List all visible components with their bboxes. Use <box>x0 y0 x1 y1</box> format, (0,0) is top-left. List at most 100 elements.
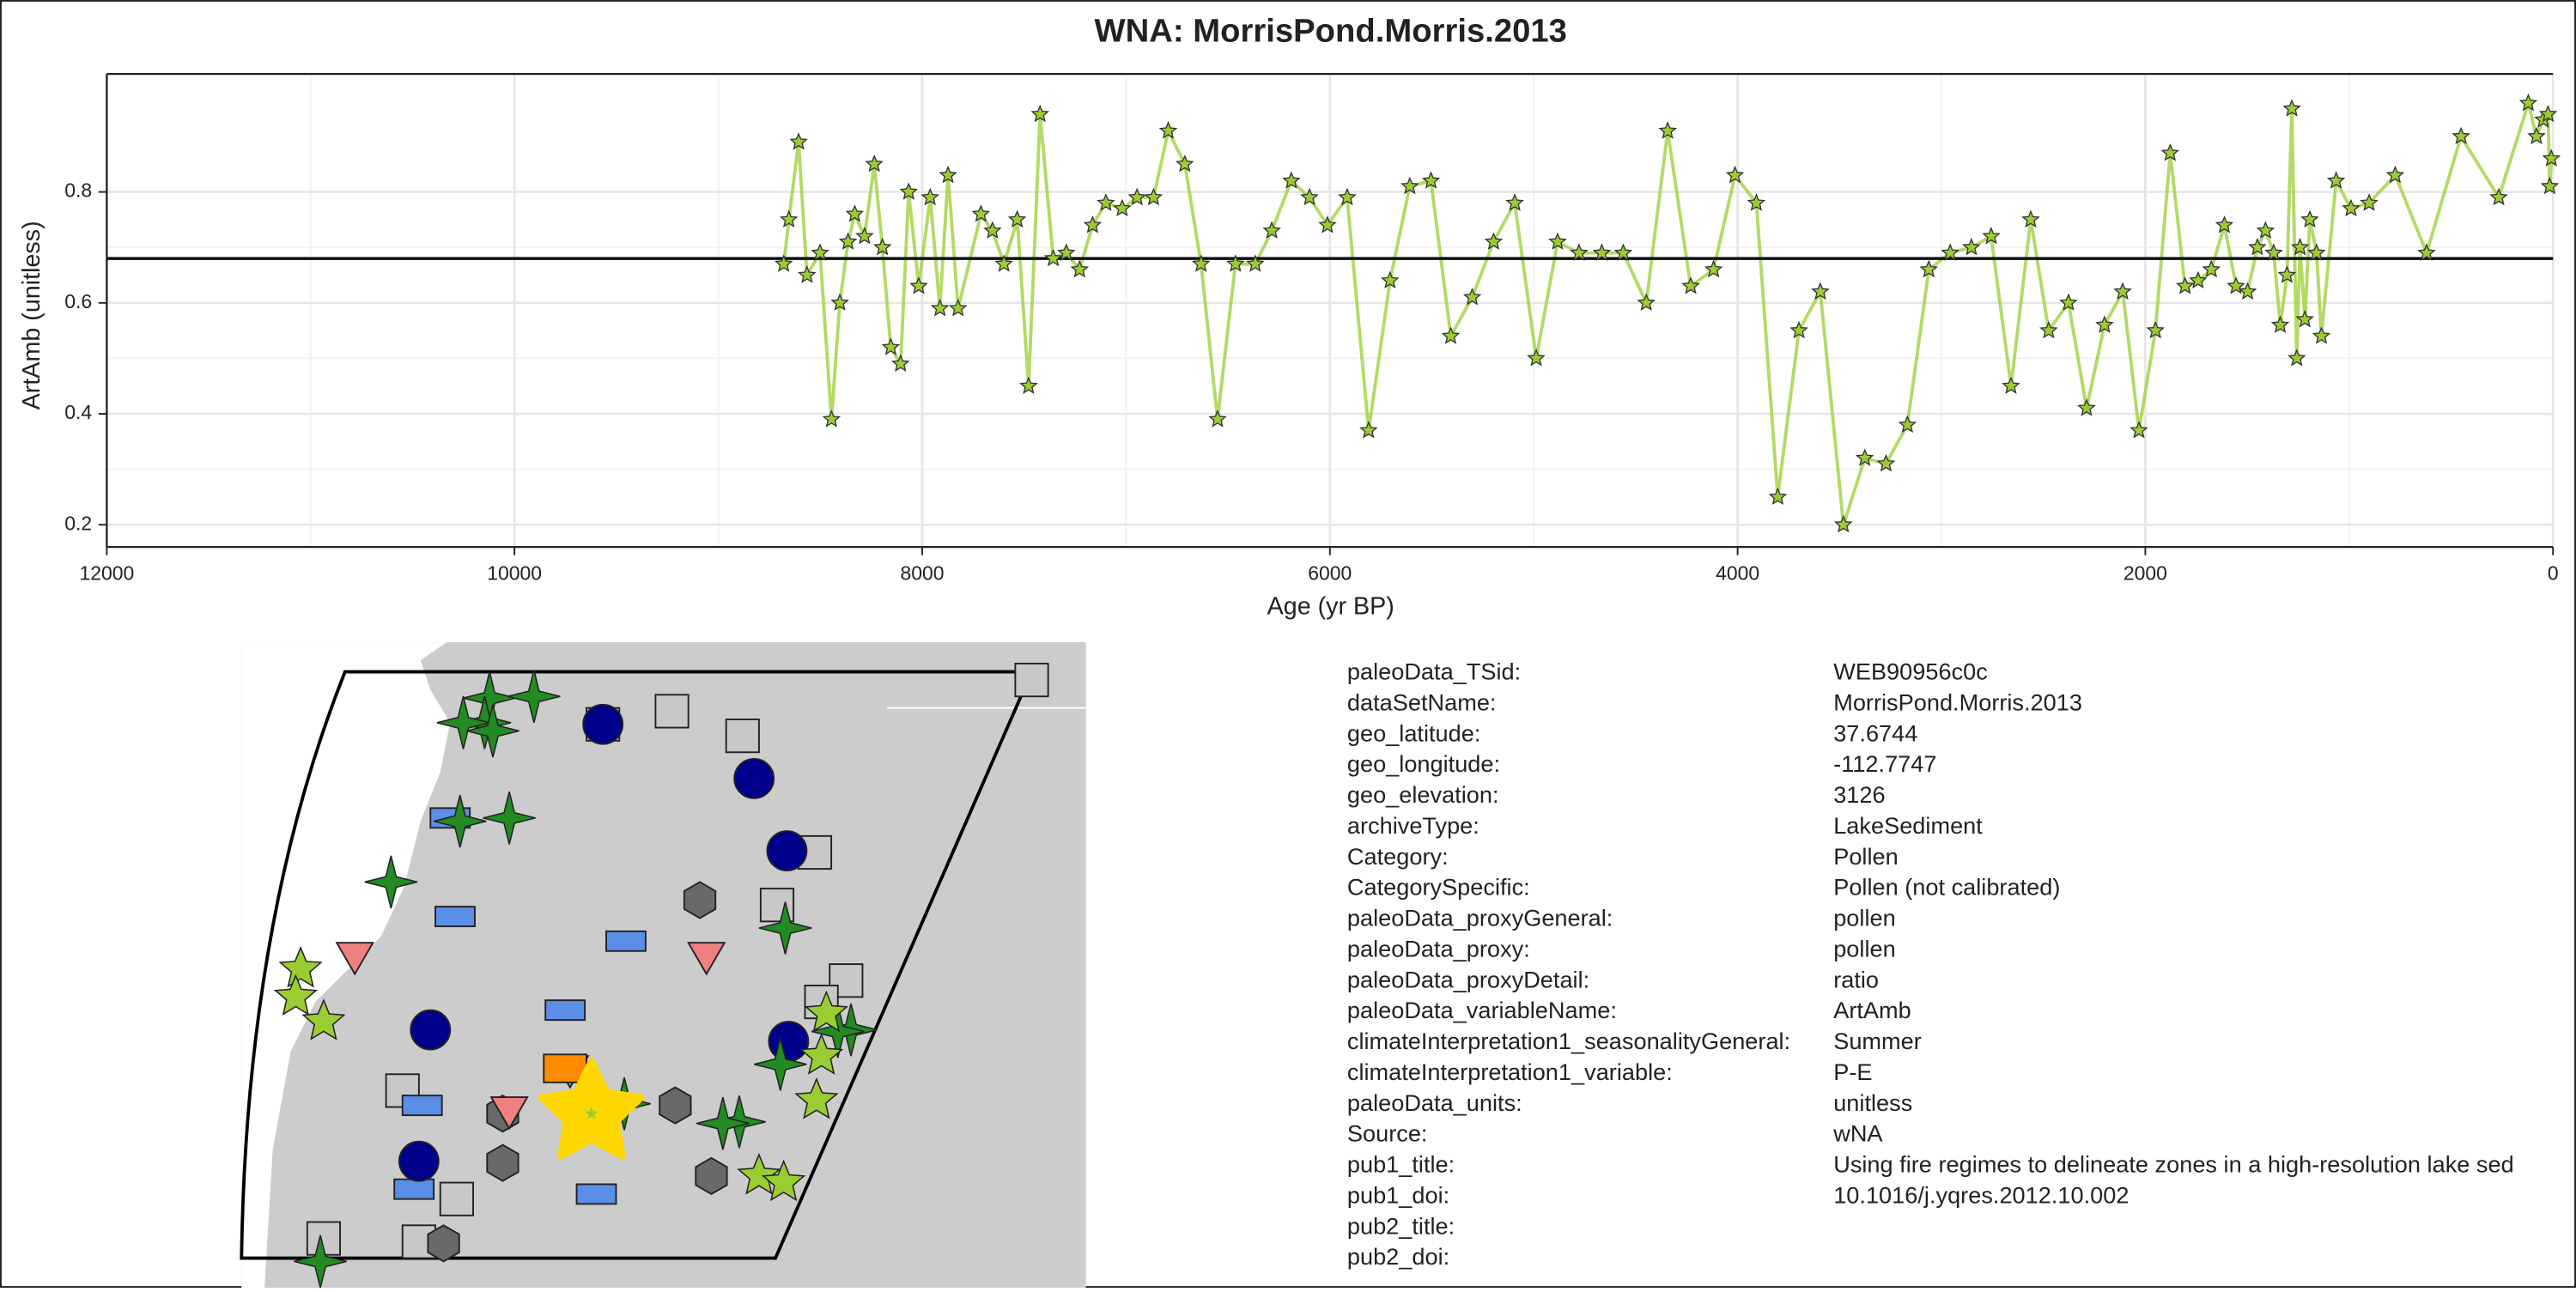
data-point <box>2039 320 2058 339</box>
data-point <box>1083 215 1103 234</box>
map-marker-star <box>737 1153 781 1195</box>
data-point <box>2326 171 2346 189</box>
y-tick-label: 0.2 <box>64 512 92 534</box>
data-point <box>971 204 991 222</box>
data-point <box>845 204 865 222</box>
y-tick-label: 0.4 <box>64 401 92 423</box>
data-point <box>2451 126 2470 145</box>
data-point <box>1262 221 1281 239</box>
data-point <box>2202 259 2221 278</box>
data-point <box>2307 243 2326 261</box>
data-point <box>1768 487 1788 505</box>
map-marker-star <box>761 1159 806 1202</box>
data-point <box>2021 209 2040 228</box>
metadata-value: unitless <box>1833 1089 1912 1116</box>
data-point <box>1057 243 1076 261</box>
map-marker-square <box>829 963 864 998</box>
data-point <box>1484 232 1504 250</box>
data-point <box>983 221 1002 239</box>
data-point <box>1007 209 1027 228</box>
data-point <box>1637 293 1656 311</box>
data-point <box>1127 187 1147 206</box>
metadata-key: Source: <box>1347 1120 1428 1147</box>
data-point <box>920 187 939 206</box>
data-point <box>1226 254 1245 272</box>
data-point <box>1421 171 1441 189</box>
metadata-value: 3126 <box>1833 781 1885 808</box>
metadata-key: paleoData_TSid: <box>1347 658 1521 685</box>
data-point <box>2146 320 2166 339</box>
data-point <box>2527 126 2546 145</box>
map-marker-star <box>804 990 849 1033</box>
data-point <box>2113 282 2132 300</box>
data-point <box>994 254 1013 272</box>
metadata-value: pollen <box>1833 905 1895 931</box>
data-point <box>2077 398 2096 416</box>
data-point <box>811 243 829 261</box>
metadata-value: WEB90956c0c <box>1833 658 1988 685</box>
data-point <box>1144 187 1163 206</box>
data-point <box>891 354 910 373</box>
data-point <box>1246 254 1265 272</box>
map-marker-sparkle <box>811 1004 865 1058</box>
data-point <box>1191 254 1211 272</box>
data-point <box>2360 193 2379 211</box>
y-axis-label: ArtAmb (unitless) <box>18 221 46 409</box>
map-marker-rect <box>401 1095 443 1117</box>
map-marker-hexagon <box>427 1224 460 1263</box>
axes: 12000 10000 8000 6000 4000 2000 0 0.2 0.4 0.6 0.8 <box>64 72 2559 585</box>
data-point <box>2238 282 2257 300</box>
data-point <box>930 299 950 317</box>
data-point <box>1725 165 1745 184</box>
data-point <box>789 132 808 150</box>
map-marker-rect <box>393 1178 435 1200</box>
map-marker-triangle <box>686 942 726 976</box>
data-point <box>1570 243 1589 261</box>
data-point <box>909 276 928 294</box>
y-tick-label: 0.8 <box>64 179 92 202</box>
x-axis-label: Age (yr BP) <box>1267 592 1394 620</box>
data-point <box>1070 259 1090 278</box>
metadata-value: Pollen (not calibrated) <box>1833 874 2060 901</box>
metadata-key: paleoData_proxyDetail: <box>1347 966 1589 992</box>
metadata-key: climateInterpretation1_variable: <box>1347 1058 1673 1085</box>
data-point <box>1282 171 1301 189</box>
data-point <box>2385 165 2405 184</box>
data-point <box>830 293 849 311</box>
data-point <box>1097 193 1115 211</box>
map-marker-square <box>1014 663 1049 698</box>
data-point <box>822 409 841 428</box>
data-point <box>881 337 901 355</box>
map-marker-star <box>273 974 319 1016</box>
data-point <box>1441 326 1461 344</box>
metadata-table: paleoData_TSid: WEB90956c0c dataSetName: Mo… <box>1347 658 2514 1271</box>
map-marker-sparkle <box>507 670 561 724</box>
map-marker-sparkle <box>364 855 418 909</box>
data-point <box>1811 282 1830 300</box>
data-point <box>1400 176 1419 195</box>
map-ocean <box>241 642 451 1288</box>
data-point <box>1613 243 1633 261</box>
data-point <box>1300 187 1319 206</box>
metadata-key: dataSetName: <box>1347 688 1497 715</box>
plot-area <box>106 93 2561 533</box>
map-marker-sparkle <box>758 901 812 955</box>
data-point <box>899 182 919 200</box>
metadata-value: pollen <box>1833 935 1895 961</box>
data-point <box>872 237 892 256</box>
map-marker-circle <box>398 1140 440 1182</box>
map-marker-hexagon <box>486 1143 519 1182</box>
metadata-key: paleoData_proxy: <box>1347 935 1530 961</box>
map-marker-square <box>725 719 760 754</box>
metadata-key: pub2_doi: <box>1347 1243 1449 1270</box>
data-point <box>1527 349 1546 367</box>
map-markers <box>273 663 1049 1289</box>
data-point <box>2160 143 2180 161</box>
metadata-key: paleoData_proxyGeneral: <box>1347 905 1613 931</box>
map-marker-sparkle <box>696 1096 750 1150</box>
data-point <box>1941 243 1959 261</box>
data-point <box>2277 265 2297 283</box>
metadata-key: geo_latitude: <box>1347 719 1481 746</box>
x-tick-label: 10000 <box>487 562 542 585</box>
